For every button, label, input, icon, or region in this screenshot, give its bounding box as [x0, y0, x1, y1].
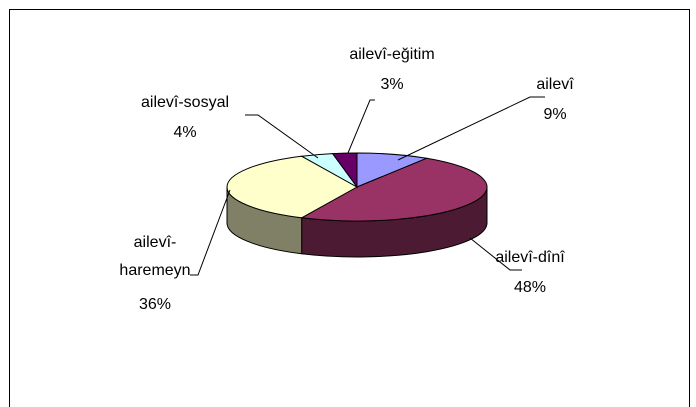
leader-line	[469, 237, 522, 271]
leader-line	[190, 189, 231, 276]
data-label-name: ailevî-sosyal	[141, 94, 229, 111]
leader-line	[347, 99, 375, 154]
leader-line	[397, 96, 545, 161]
data-label-name: ailevî-haremeyn	[119, 234, 190, 279]
slice	[226, 155, 359, 219]
data-label-value: 9%	[543, 106, 566, 123]
leader-line	[245, 114, 319, 159]
data-label-value: 48%	[514, 279, 546, 296]
slice	[331, 152, 358, 189]
data-label-value: 3%	[380, 76, 403, 93]
slice	[300, 157, 488, 222]
data-label-value: 4%	[173, 124, 196, 141]
data-label-name: ailevî	[536, 76, 574, 93]
data-label-value: 36%	[139, 296, 171, 313]
data-label-name: ailevî-dînî	[495, 249, 565, 266]
data-label-name: ailevî-eğitim	[349, 46, 434, 63]
